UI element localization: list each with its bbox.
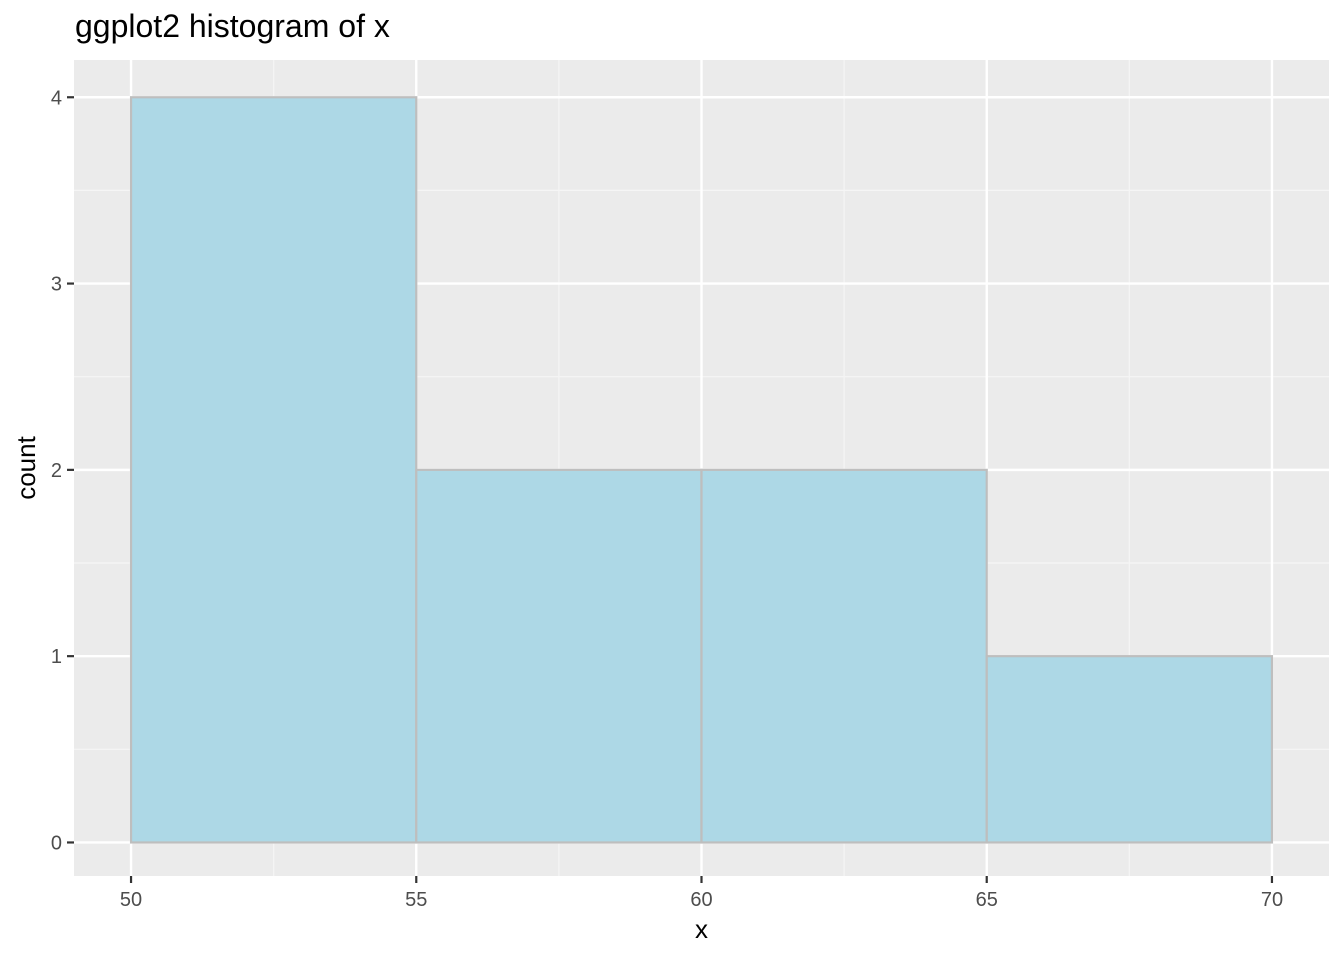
y-tick-label: 0 [51, 832, 62, 854]
y-axis: 0 1 2 3 4 [51, 87, 74, 854]
chart-title: ggplot2 histogram of x [75, 8, 390, 44]
histogram-bars [129, 96, 1274, 844]
x-tick-label: 65 [976, 889, 998, 911]
histogram-bar-4 [985, 655, 1274, 844]
y-tick-label: 3 [51, 274, 62, 296]
y-axis-title: count [11, 435, 41, 499]
x-tick-label: 70 [1261, 889, 1283, 911]
x-axis: 50 55 60 65 70 [120, 876, 1283, 911]
y-tick-label: 2 [51, 460, 62, 482]
y-tick-label: 4 [51, 87, 62, 109]
x-tick-label: 55 [405, 889, 427, 911]
histogram-bar-1 [129, 96, 418, 844]
histogram-bar-2 [415, 468, 703, 844]
x-axis-title: x [695, 914, 708, 944]
histogram-bar-3 [700, 468, 988, 844]
y-tick-label: 1 [51, 646, 62, 668]
x-tick-label: 60 [690, 889, 712, 911]
x-tick-label: 50 [120, 889, 142, 911]
